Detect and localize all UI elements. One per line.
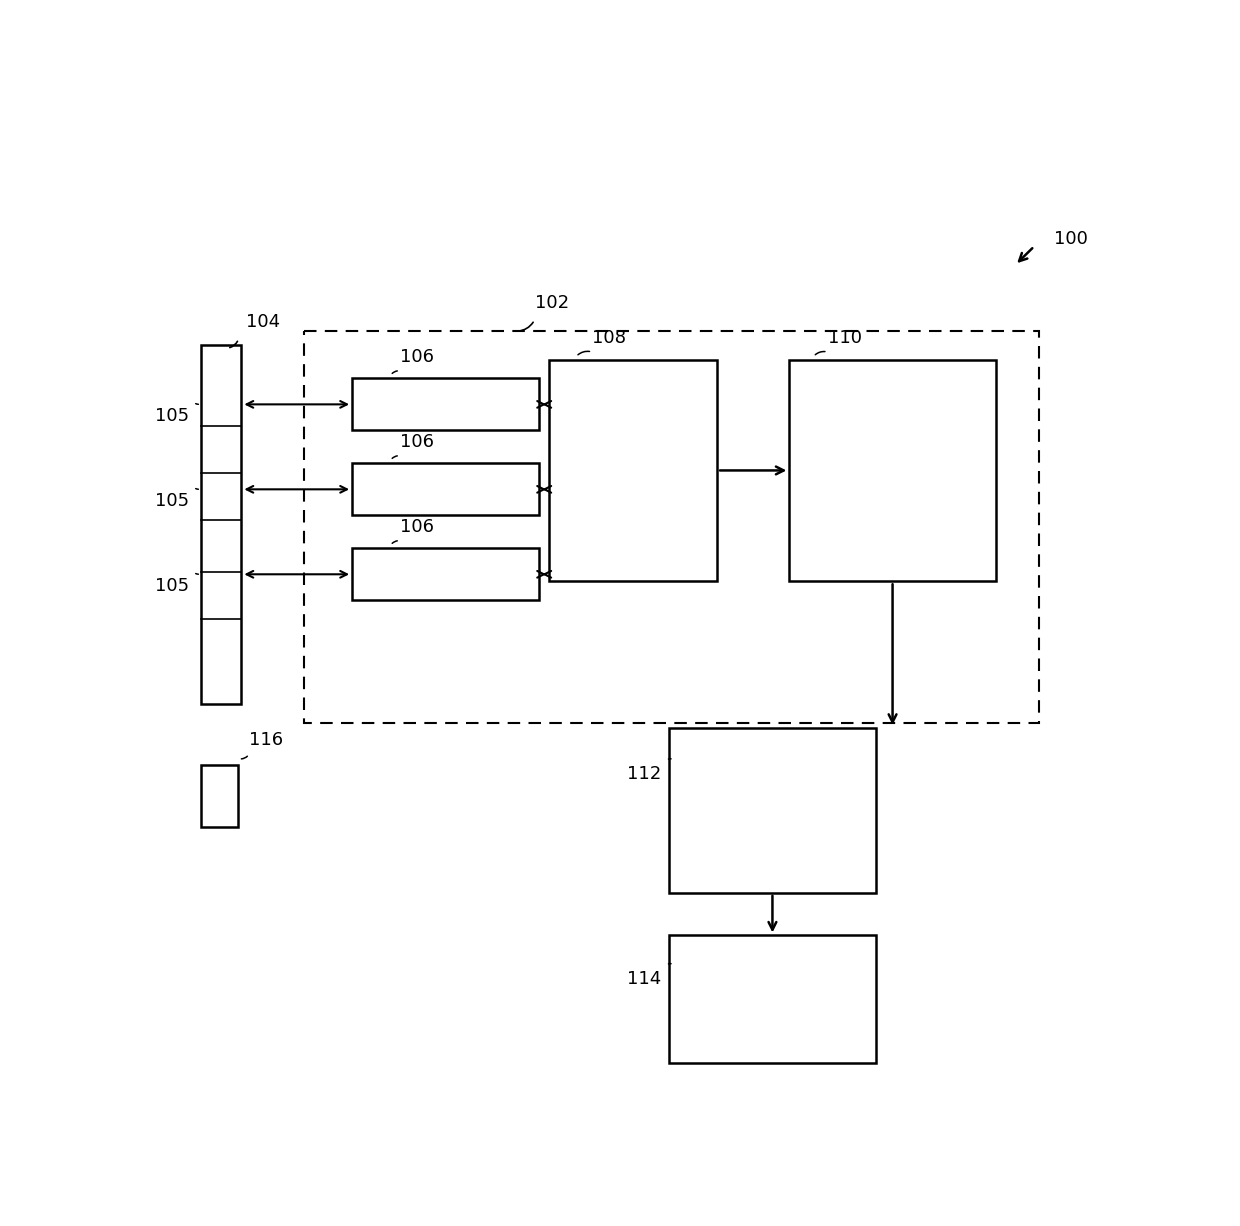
Text: 108: 108 xyxy=(593,330,626,347)
Text: 114: 114 xyxy=(627,970,661,988)
Text: 110: 110 xyxy=(828,330,862,347)
Text: 106: 106 xyxy=(401,348,434,367)
Text: 116: 116 xyxy=(249,732,283,749)
Text: 105: 105 xyxy=(155,492,188,510)
Bar xyxy=(352,379,539,430)
Bar xyxy=(670,935,875,1063)
Text: 102: 102 xyxy=(534,294,569,313)
Bar xyxy=(549,359,717,581)
Text: 104: 104 xyxy=(247,313,280,331)
Bar xyxy=(201,765,238,826)
Bar xyxy=(789,359,996,581)
Text: 105: 105 xyxy=(155,576,188,595)
Text: 100: 100 xyxy=(1054,230,1087,248)
Text: 106: 106 xyxy=(401,519,434,536)
Bar xyxy=(670,728,875,893)
Text: 112: 112 xyxy=(627,765,661,783)
Bar xyxy=(352,463,539,515)
Bar xyxy=(304,331,1039,723)
Text: 106: 106 xyxy=(401,433,434,451)
Bar xyxy=(352,548,539,601)
Bar xyxy=(201,346,242,704)
Text: 105: 105 xyxy=(155,407,188,424)
